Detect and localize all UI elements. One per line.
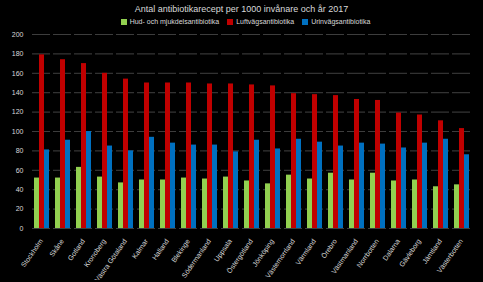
html-text:Hud- och mjukdelsantibiotika: Hud- och mjukdelsantibiotika [129, 18, 220, 25]
svg-text:Skåne: Skåne [48, 238, 65, 258]
svg-text:200: 200 [12, 31, 24, 38]
svg-text:Uppsala: Uppsala [213, 238, 234, 264]
svg-text:Östergötland: Östergötland [225, 238, 255, 276]
svg-text:60: 60 [16, 167, 24, 174]
svg-text:Västra Götaland: Västra Götaland [93, 238, 128, 280]
svg-text:Gotland: Gotland [66, 238, 86, 262]
svg-text:Norrbotten: Norrbotten [355, 238, 380, 269]
svg-text:Kalmar: Kalmar [131, 237, 150, 260]
html-text:Antal antibiotikarecept per 10: Antal antibiotikarecept per 1000 invånar… [134, 4, 349, 14]
svg-text:Södermanland: Södermanland [180, 238, 212, 279]
svg-text:Värmland: Värmland [294, 238, 317, 267]
svg-text:Västernorrland: Västernorrland [264, 238, 296, 280]
html-text:Urinvägsantibiotika: Urinvägsantibiotika [311, 18, 371, 25]
svg-text:160: 160 [12, 70, 24, 77]
svg-text:20: 20 [16, 205, 24, 212]
svg-text:80: 80 [16, 147, 24, 154]
svg-text:Jönköping: Jönköping [251, 237, 276, 268]
svg-text:0: 0 [20, 225, 24, 232]
svg-text:Jämtland: Jämtland [421, 238, 443, 265]
svg-text:140: 140 [12, 89, 24, 96]
svg-text:180: 180 [12, 50, 24, 57]
svg-text:Stockholm: Stockholm [20, 238, 45, 269]
svg-text:Västerbotten: Västerbotten [436, 238, 465, 275]
svg-text:Västmanland: Västmanland [330, 238, 359, 276]
svg-text:Örebro: Örebro [320, 238, 338, 260]
svg-text:100: 100 [12, 128, 24, 135]
svg-text:40: 40 [16, 186, 24, 193]
svg-text:Kronoberg: Kronoberg [82, 237, 108, 269]
svg-text:Dalarna: Dalarna [381, 238, 401, 262]
svg-text:Gävleborg: Gävleborg [398, 238, 423, 269]
svg-text:Blekinge: Blekinge [170, 238, 192, 265]
svg-text:120: 120 [12, 108, 24, 115]
html-text:Luftvägsantibiotika: Luftvägsantibiotika [236, 18, 295, 25]
svg-text:Halland: Halland [151, 238, 170, 262]
